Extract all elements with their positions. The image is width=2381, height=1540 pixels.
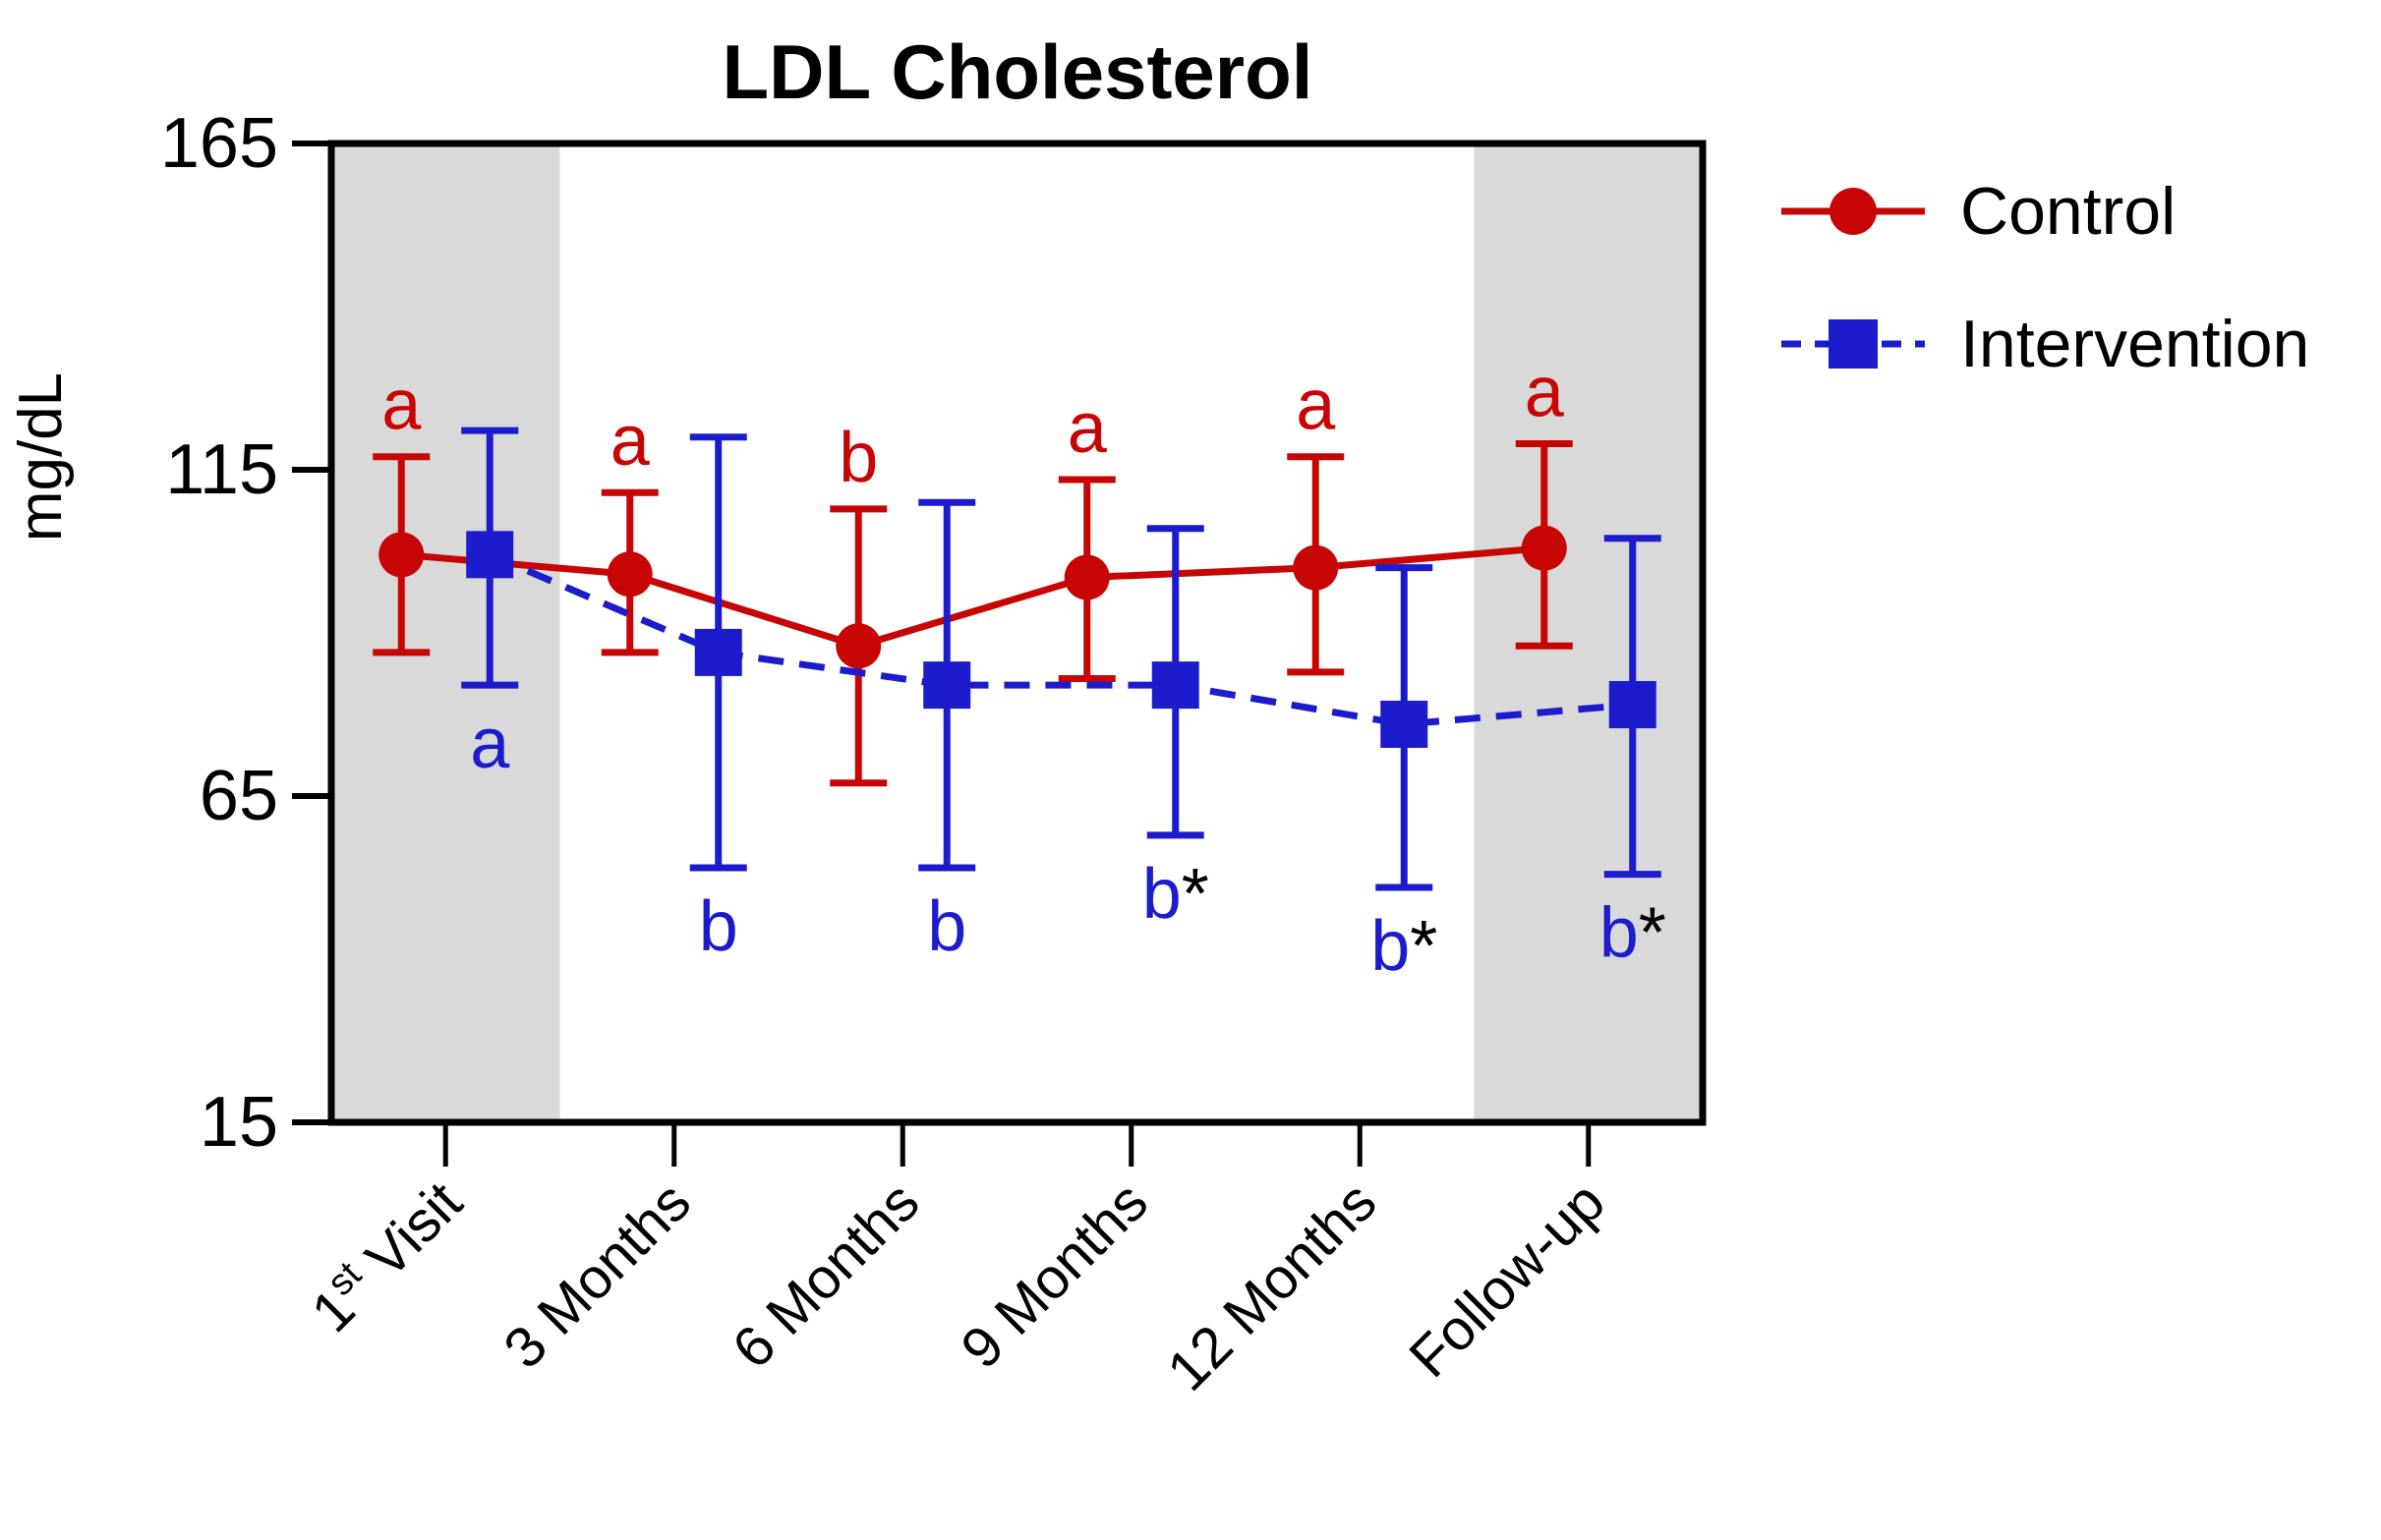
x-tick-label-9-months: 9 Months — [949, 1169, 1160, 1381]
marker-intervention-follow-up — [1608, 681, 1656, 729]
data-layer — [373, 427, 1661, 891]
marker-control-1st-visit — [378, 532, 425, 578]
marker-control-follow-up — [1521, 525, 1567, 571]
x-tick-label-1st-visit: 1st Visit — [298, 1168, 475, 1344]
series-control — [373, 439, 1573, 787]
letter-intervention-12-months: b* — [1370, 907, 1437, 986]
letter-intervention-3-months: b — [699, 887, 738, 966]
legend-marker-intervention — [1829, 319, 1878, 369]
legend: Control Intervention — [1781, 174, 2309, 381]
letter-control-follow-up: a — [1525, 353, 1565, 431]
letter-intervention-follow-up: b* — [1599, 894, 1666, 973]
legend-label-intervention: Intervention — [1960, 307, 2309, 381]
x-tick-label-3-months: 3 Months — [492, 1169, 703, 1381]
marker-intervention-6-months — [923, 661, 971, 710]
legend-item-intervention: Intervention — [1781, 307, 2309, 381]
letter-control-9-months: a — [1068, 389, 1108, 468]
y-tick-label-165: 165 — [160, 104, 278, 183]
letter-control-3-months: a — [610, 402, 651, 481]
letter-intervention-1st-visit: a — [470, 705, 510, 783]
marker-intervention-12-months — [1380, 700, 1428, 748]
marker-intervention-9-months — [1151, 661, 1199, 710]
y-tick-label-65: 65 — [200, 757, 278, 835]
letter-intervention-6-months: b — [927, 887, 966, 966]
y-tick-label-115: 115 — [165, 430, 278, 509]
series-intervention — [461, 427, 1661, 891]
marker-intervention-3-months — [694, 628, 742, 676]
x-tick-label-6-months: 6 Months — [721, 1169, 932, 1381]
x-tick-label-follow-up: Follow-up — [1397, 1169, 1617, 1390]
shaded-band-1st-visit — [331, 143, 560, 1122]
letter-control-12-months: a — [1296, 367, 1336, 445]
marker-control-12-months — [1293, 544, 1339, 591]
series-line-intervention — [488, 551, 1634, 728]
marker-control-3-months — [607, 551, 653, 598]
marker-control-6-months — [836, 623, 882, 669]
legend-marker-control — [1829, 188, 1877, 235]
y-tick-label-15: 15 — [200, 1083, 278, 1162]
legend-item-control: Control — [1781, 174, 2176, 249]
significance-letters-layer: a a b a a a a b b b* b* b* — [381, 353, 1666, 986]
plot-frame — [327, 140, 1707, 1126]
letter-intervention-9-months: b* — [1142, 855, 1209, 934]
x-tick-label-12-months: 12 Months — [1155, 1169, 1388, 1402]
chart-title: LDL Cholesterol — [723, 29, 1313, 115]
marker-intervention-1st-visit — [466, 531, 514, 579]
legend-label-control: Control — [1960, 174, 2176, 249]
series-line-control — [400, 544, 1545, 650]
y-axis-label: mg/dL — [7, 372, 75, 542]
letter-control-6-months: b — [839, 419, 878, 497]
shaded-bands-layer — [331, 143, 1703, 1122]
shaded-band-follow-up — [1474, 143, 1703, 1122]
marker-control-9-months — [1064, 554, 1110, 600]
letter-control-1st-visit: a — [381, 367, 422, 445]
